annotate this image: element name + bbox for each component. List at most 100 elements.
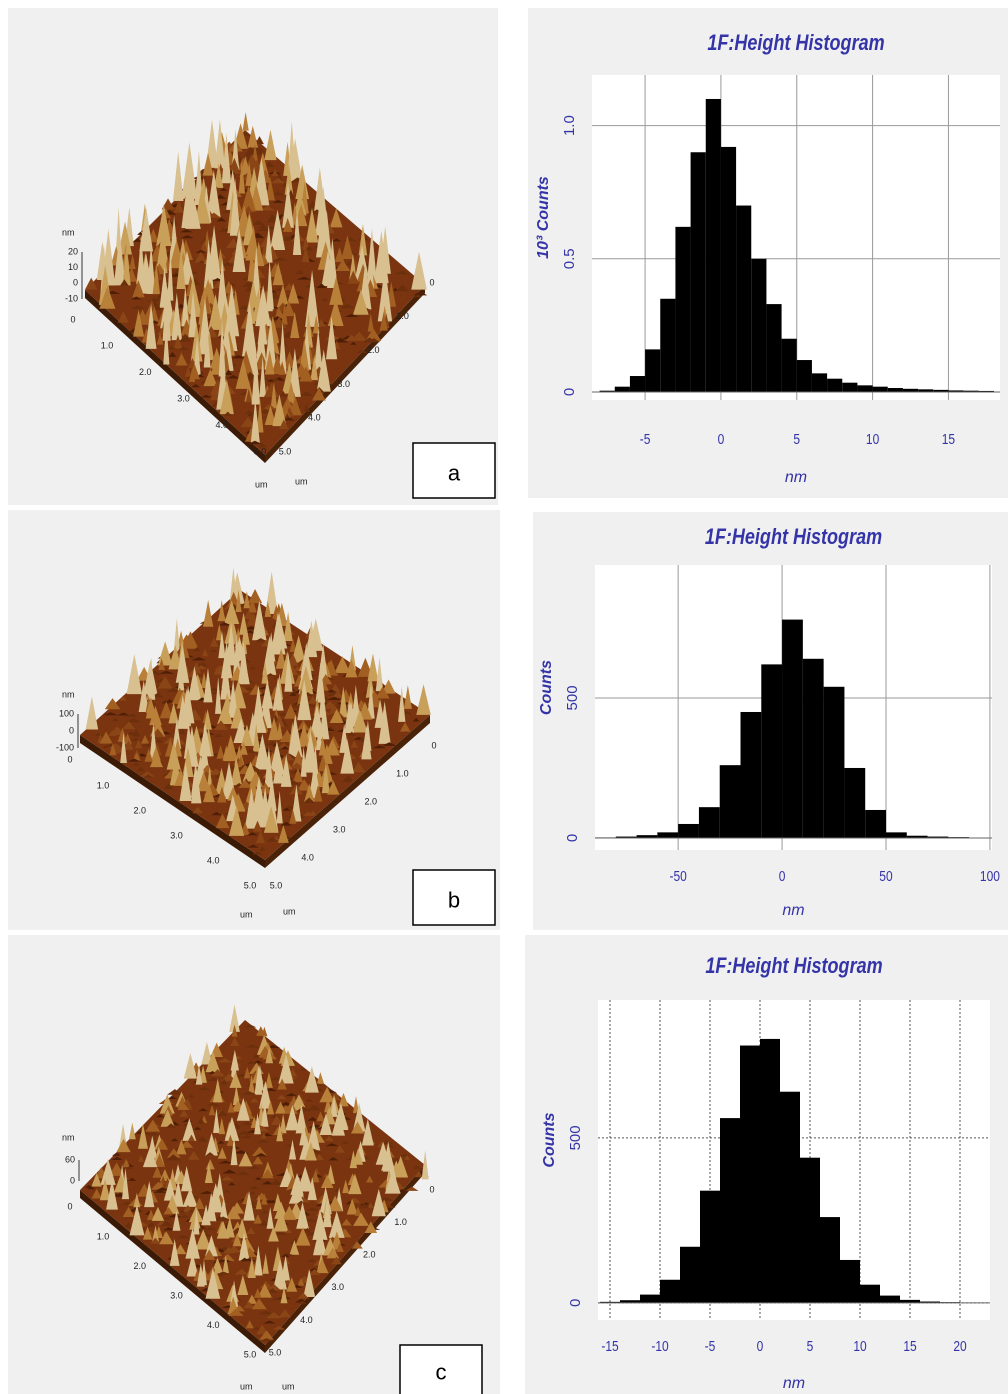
y-tick-label: 4.0 (301, 852, 314, 862)
histogram-bar (824, 687, 845, 838)
histogram-bar (812, 373, 827, 392)
histogram-bar (860, 1285, 880, 1303)
y-tick-label: 500 (567, 1125, 584, 1150)
histogram-bar (678, 824, 699, 838)
histogram-bar (782, 339, 797, 392)
x-tick-label: 100 (980, 868, 1000, 885)
x-unit: um (240, 1381, 253, 1391)
x-tick-label: -5 (640, 431, 651, 448)
x-tick-label: 5.0 (254, 446, 267, 456)
histogram-bar (660, 299, 675, 392)
y-tick-label: 5.0 (269, 1347, 282, 1357)
histogram-bar (761, 664, 782, 838)
histogram-bar (675, 227, 690, 392)
x-tick-label: 2.0 (133, 1261, 146, 1271)
x-tick-label: -15 (601, 1338, 618, 1355)
x-tick-label: 1.0 (97, 780, 110, 790)
histogram-bar (840, 1260, 860, 1303)
z-tick-label: -10 (65, 293, 78, 303)
y-tick-label: 1.0 (396, 311, 409, 321)
histogram-bar (700, 1191, 720, 1303)
histogram-bar (657, 832, 678, 838)
x-tick-label: 0 (67, 1201, 72, 1211)
z-tick-label: 0 (70, 1175, 75, 1185)
y-tick-label: 5.0 (279, 446, 292, 456)
histogram-bar (873, 387, 888, 392)
x-axis-label: nm (785, 469, 807, 486)
x-tick-label: 20 (953, 1338, 967, 1355)
z-tick-label: -100 (56, 742, 74, 752)
x-tick-label: 4.0 (207, 855, 220, 865)
x-tick-label: 0 (67, 754, 72, 764)
histogram-bar (615, 387, 630, 392)
x-tick-label: -10 (651, 1338, 669, 1355)
x-tick-label: 2.0 (139, 367, 152, 377)
histogram-bar (827, 379, 842, 392)
x-tick-label: 10 (853, 1338, 867, 1355)
z-tick-label: 0 (69, 725, 74, 735)
z-tick-label: 10 (68, 262, 78, 272)
y-tick-label: 1.0 (396, 768, 409, 778)
x-unit: um (240, 909, 253, 919)
histogram-bar (880, 1296, 900, 1303)
histogram-bar (803, 659, 824, 838)
histogram-bar (736, 206, 751, 392)
x-tick-label: 15 (903, 1338, 916, 1355)
histogram-bar (760, 1039, 780, 1303)
histogram-bar (640, 1295, 660, 1303)
y-tick-label: 3.0 (338, 379, 351, 389)
histogram-bar (660, 1280, 680, 1303)
x-axis-label: nm (782, 902, 804, 919)
histogram-bar (800, 1158, 820, 1303)
x-tick-label: 1.0 (97, 1231, 110, 1241)
y-tick-label: 500 (564, 685, 581, 710)
histogram-bar (740, 1046, 760, 1303)
y-tick-label: 0 (564, 834, 581, 842)
panel-label: c (436, 1359, 447, 1384)
y-tick-label: 0 (567, 1299, 584, 1307)
x-tick-label: 5 (793, 431, 800, 448)
histogram-bar (680, 1247, 700, 1303)
histogram-bar (888, 388, 903, 392)
y-tick-label: 2.0 (363, 1250, 376, 1260)
y-tick-label: 4.0 (308, 413, 321, 423)
histogram-bar (751, 259, 766, 392)
y-axis-label: Counts (541, 1112, 558, 1167)
y-tick-label: 0 (431, 740, 436, 750)
y-tick-label: 1.0 (561, 115, 578, 136)
histogram-bar (844, 768, 865, 838)
panel-label: b (448, 887, 460, 912)
z-unit: nm (62, 227, 75, 237)
x-tick-label: -5 (705, 1338, 716, 1355)
y-tick-label: 1.0 (394, 1217, 407, 1227)
z-tick-label: 100 (59, 708, 74, 718)
y-tick-label: 4.0 (300, 1315, 313, 1325)
histogram-bar (645, 349, 660, 392)
chart-title: 1F:Height Histogram (705, 954, 882, 978)
x-tick-label: 50 (879, 868, 893, 885)
z-unit: nm (62, 689, 75, 699)
histogram-bar (820, 1217, 840, 1303)
chart-title: 1F:Height Histogram (707, 31, 884, 55)
x-unit: um (255, 479, 268, 489)
x-tick-label: 15 (942, 431, 955, 448)
z-tick-label: 60 (65, 1154, 75, 1164)
histogram-bar (766, 304, 781, 392)
histogram-bar (740, 712, 761, 838)
histogram-bar (720, 1118, 740, 1303)
x-tick-label: 5.0 (244, 1349, 257, 1359)
x-tick-label: 1.0 (101, 340, 114, 350)
histogram-bar (865, 810, 886, 838)
z-unit: nm (62, 1132, 75, 1142)
x-tick-label: 5 (807, 1338, 814, 1355)
y-tick-label: 5.0 (270, 880, 283, 890)
x-tick-label: 2.0 (133, 805, 146, 815)
histogram-bar (780, 1092, 800, 1303)
z-tick-label: 20 (68, 246, 78, 256)
y-tick-label: 0.5 (561, 248, 578, 269)
histogram-bar (797, 360, 812, 392)
x-tick-label: 0 (757, 1338, 764, 1355)
histogram-bar (857, 385, 872, 392)
histogram-bar (699, 807, 720, 838)
x-tick-label: 10 (866, 431, 880, 448)
